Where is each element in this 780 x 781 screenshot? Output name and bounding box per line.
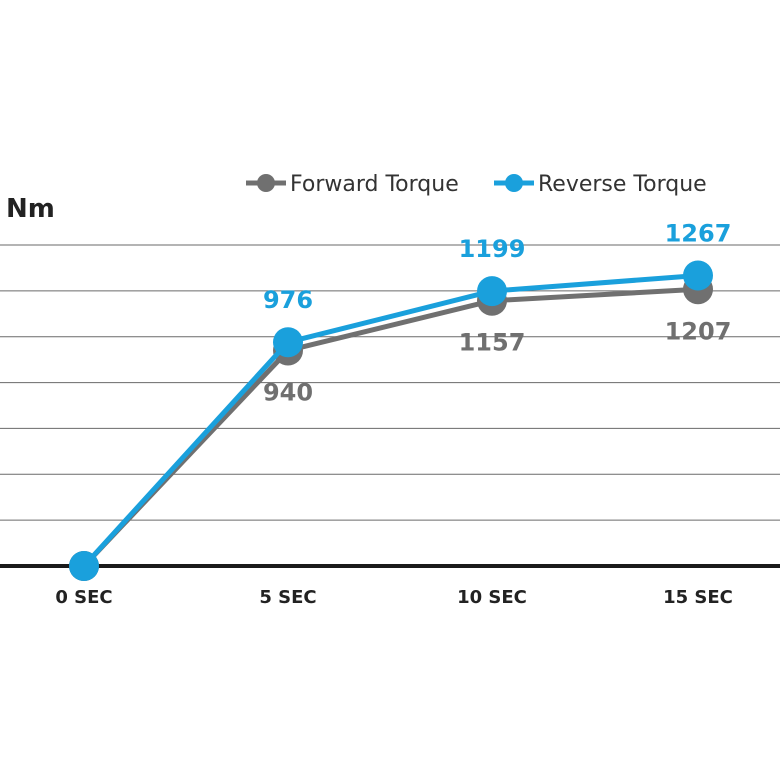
x-tick-label: 5 SEC [259,587,316,608]
legend-forward-torque-marker [257,174,275,192]
x-tick-label: 15 SEC [663,587,733,608]
reverse-torque-point [683,260,713,291]
legend-item-reverse-torque: Reverse Torque [494,172,707,197]
y-axis-label: Nm [6,194,55,224]
reverse-torque-point [69,551,99,581]
legend-item-forward-torque: Forward Torque [246,172,459,197]
reverse-torque-line [82,273,699,568]
series-reverse-torque: 976 1199 1267 [69,219,731,581]
forward-torque-line [82,286,699,568]
forward-torque-data-label: 1157 [459,329,526,357]
x-tick-label: 0 SEC [55,587,112,608]
reverse-torque-data-label: 1199 [459,235,526,263]
series-group: 940 1157 1207 976 1199 1267 [69,219,731,581]
x-tick-label: 10 SEC [457,587,527,608]
grid-lines [0,244,780,568]
legend-forward-torque-label: Forward Torque [290,172,459,197]
forward-torque-data-label: 1207 [665,317,732,345]
x-axis-ticks: 0 SEC 5 SEC 10 SEC 15 SEC [55,587,733,608]
reverse-torque-point [273,327,303,358]
forward-torque-data-label: 940 [263,378,313,406]
reverse-torque-point [477,276,507,307]
reverse-torque-data-label: 1267 [665,219,732,247]
series-forward-torque: 940 1157 1207 [69,274,731,581]
legend-reverse-torque-label: Reverse Torque [538,172,707,197]
reverse-torque-data-label: 976 [263,286,313,314]
legend-reverse-torque-marker [505,174,523,192]
legend: Forward Torque Reverse Torque [246,172,707,197]
